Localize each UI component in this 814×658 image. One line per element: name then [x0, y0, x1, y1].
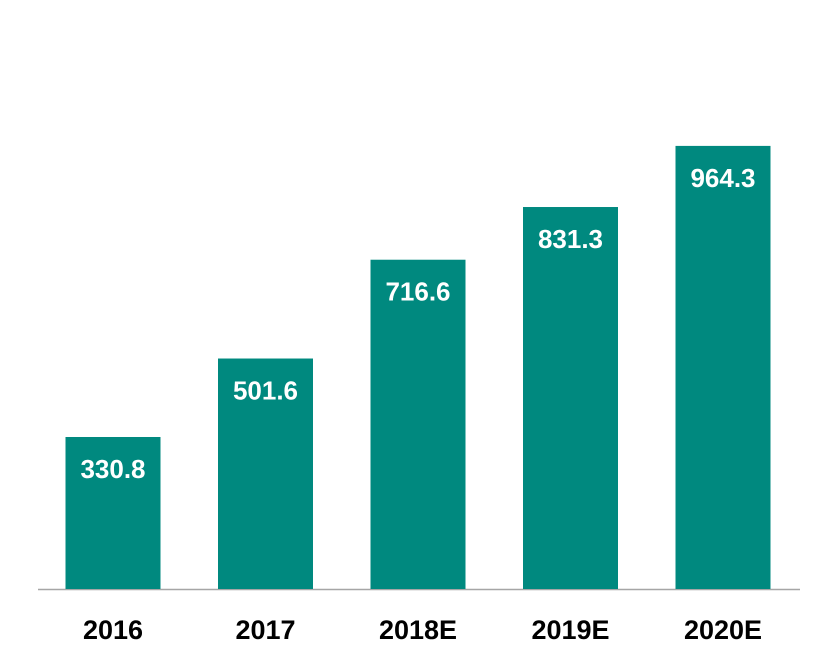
x-tick-label: 2017 — [235, 615, 295, 645]
x-tick-label: 2016 — [83, 615, 143, 645]
bar — [523, 207, 618, 590]
x-tick-label: 2018E — [379, 615, 457, 645]
value-label: 964.3 — [690, 163, 755, 193]
x-tick-label: 2020E — [684, 615, 762, 645]
value-label: 716.6 — [385, 277, 450, 307]
value-label: 501.6 — [233, 375, 298, 405]
x-tick-label: 2019E — [531, 615, 609, 645]
value-label: 831.3 — [538, 224, 603, 254]
bar — [65, 436, 161, 589]
bar — [218, 358, 313, 589]
value-label: 330.8 — [80, 454, 145, 484]
bar — [370, 259, 466, 589]
bar — [675, 145, 771, 589]
